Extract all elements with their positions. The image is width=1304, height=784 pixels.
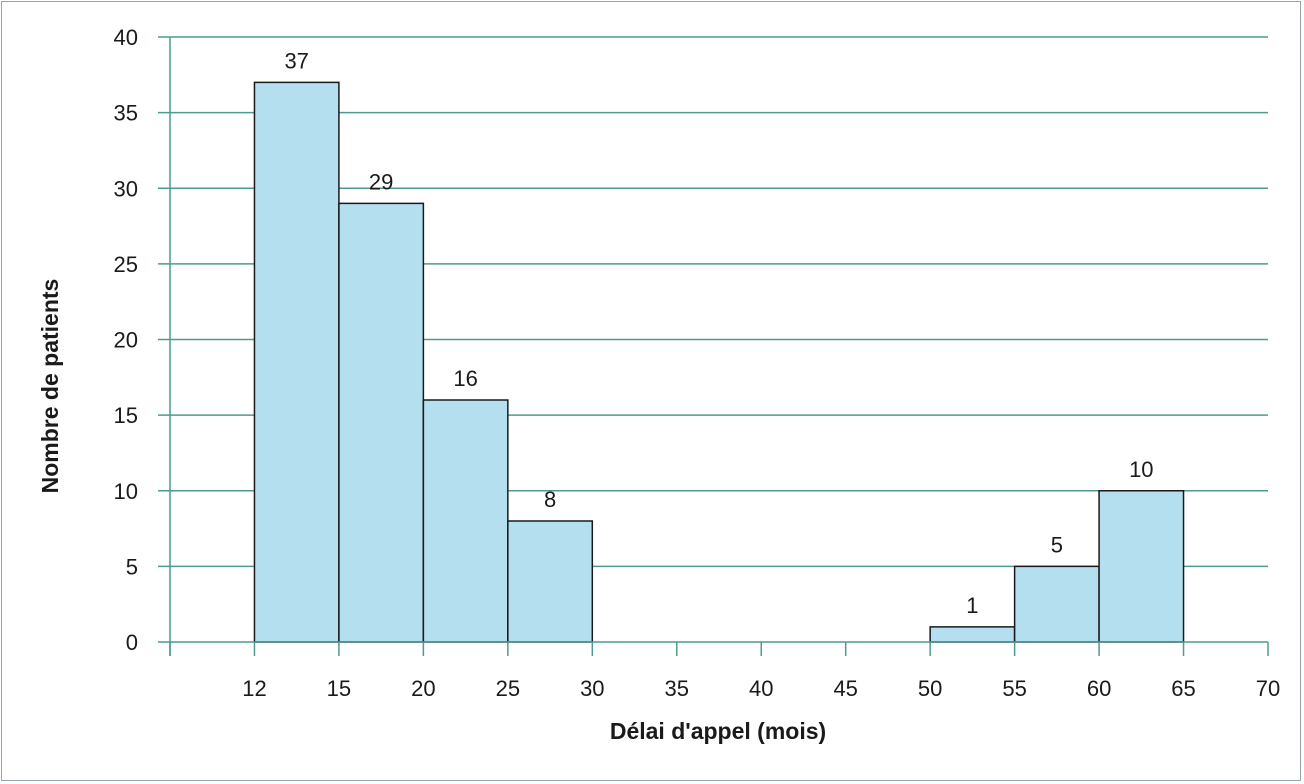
x-tick-label: 65 — [1171, 676, 1195, 701]
data-label: 37 — [284, 48, 308, 73]
x-tick-label: 60 — [1087, 676, 1111, 701]
data-label: 10 — [1129, 457, 1153, 482]
y-tick-label: 40 — [114, 25, 138, 50]
x-axis-title: Délai d'appel (mois) — [610, 718, 826, 744]
x-tick-label: 25 — [496, 676, 520, 701]
y-tick-label: 15 — [114, 403, 138, 428]
bar — [1098, 490, 1185, 643]
bar — [929, 626, 1016, 643]
x-tick-label: 40 — [749, 676, 773, 701]
x-tick-label: 70 — [1256, 676, 1280, 701]
x-tick-label: 55 — [1002, 676, 1026, 701]
axes — [158, 37, 1269, 656]
y-tick-label: 10 — [114, 479, 138, 504]
y-tick-label: 25 — [114, 252, 138, 277]
x-tick-label: 12 — [242, 676, 266, 701]
bar — [507, 520, 594, 643]
data-labels: 37 29 16 8 1 5 10 — [284, 48, 1153, 618]
y-tick-label: 20 — [114, 328, 138, 353]
x-tick-label: 50 — [918, 676, 942, 701]
y-tick-label: 35 — [114, 101, 138, 126]
x-tick-label: 45 — [833, 676, 857, 701]
data-label: 1 — [966, 593, 978, 618]
x-tick-labels: 12 15 20 25 30 35 40 45 50 55 60 65 70 — [242, 676, 1280, 701]
x-tick-label: 15 — [327, 676, 351, 701]
data-label: 5 — [1051, 532, 1063, 557]
data-label: 16 — [453, 366, 477, 391]
y-tick-label: 30 — [114, 176, 138, 201]
x-tick-label: 20 — [411, 676, 435, 701]
y-axis-title: Nombre de patients — [37, 279, 63, 494]
y-tick-labels: 0 5 10 15 20 25 30 35 40 — [114, 25, 138, 655]
y-tick-label: 5 — [126, 554, 138, 579]
data-label: 29 — [369, 169, 393, 194]
bar — [1013, 565, 1100, 643]
x-tick-label: 35 — [665, 676, 689, 701]
data-label: 8 — [544, 487, 556, 512]
x-tick-label: 30 — [580, 676, 604, 701]
bar — [253, 81, 340, 643]
bar — [422, 399, 509, 643]
y-tick-label: 0 — [126, 630, 138, 655]
bars — [253, 81, 1185, 643]
bar — [338, 202, 425, 643]
